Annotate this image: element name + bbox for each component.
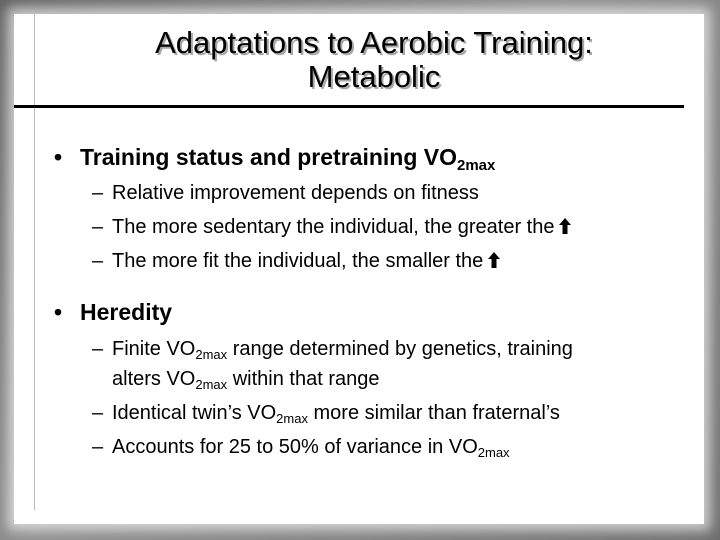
slide-content: • Training status and pretraining VO2max… — [14, 14, 704, 524]
sub-bullet-text: Accounts for 25 to 50% of variance in VO… — [112, 432, 510, 468]
title-line-1: Adaptations to Aerobic Training: — [155, 25, 593, 60]
bullet-text: Heredity — [80, 299, 173, 325]
sub-bullet-text: Relative improvement depends on fitness — [112, 182, 479, 204]
up-arrow-icon — [487, 248, 501, 268]
subscript: 2max — [457, 157, 496, 174]
dash-marker: – — [92, 338, 104, 360]
left-vertical-line — [34, 14, 35, 510]
sub-bullet-text: Identical twin’s VO2max more similar tha… — [112, 398, 560, 434]
text-part: Identical twin’s VO — [112, 402, 277, 424]
subscript: 2max — [477, 445, 510, 460]
sub-bullet-text: The more fit the individual, the smaller… — [112, 246, 501, 276]
dash-marker: – — [92, 436, 104, 458]
text-part: range determined by genetics, training — [227, 338, 573, 360]
text-part: Accounts for 25 to 50% of variance in VO — [112, 436, 478, 458]
title-rule — [14, 105, 684, 108]
text-part: Finite VO — [112, 338, 196, 360]
dash-marker: – — [92, 216, 104, 238]
text-part: within that range — [227, 368, 380, 390]
subscript: 2max — [195, 347, 228, 362]
bullet-text: Training status and pretraining VO2max — [80, 142, 495, 181]
sub-bullet-text-main: The more sedentary the individual, the g… — [112, 216, 555, 238]
up-arrow-icon — [558, 214, 572, 234]
dash-marker: – — [92, 182, 104, 204]
sub-bullet-text-main: The more fit the individual, the smaller… — [112, 250, 484, 272]
dash-marker: – — [92, 402, 104, 424]
subscript: 2max — [276, 411, 308, 426]
bullet-text-main: Training status and pretraining VO — [80, 144, 457, 170]
dash-marker: – — [92, 250, 104, 272]
bullet-marker: • — [54, 144, 63, 170]
title-line-2: Metabolic — [307, 59, 441, 94]
subscript: 2max — [195, 377, 228, 392]
slide: Adaptations to Aerobic Training: Metabol… — [14, 14, 704, 524]
slide-title: Adaptations to Aerobic Training: Metabol… — [44, 26, 704, 94]
sub-bullet-text-line-2: alters VO2max within that range — [112, 364, 379, 400]
sub-bullet-text: The more sedentary the individual, the g… — [112, 212, 572, 242]
text-part: alters VO — [112, 368, 196, 390]
sub-bullet-text-line-1: Finite VO2max range determined by geneti… — [112, 334, 573, 370]
text-part: more similar than fraternal’s — [307, 402, 560, 424]
bullet-marker: • — [54, 299, 63, 325]
